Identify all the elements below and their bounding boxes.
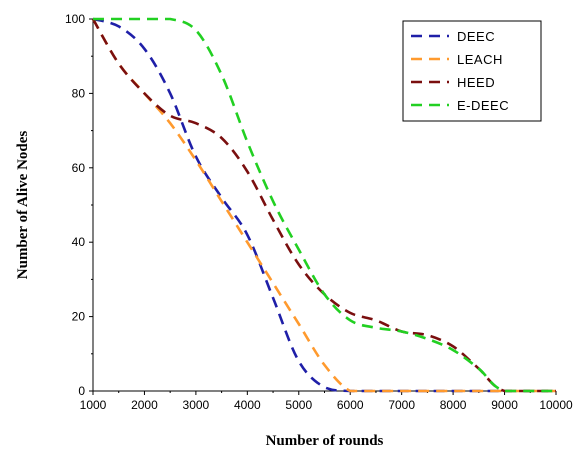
series-line-deec — [92, 17, 556, 393]
y-tick-label: 60 — [72, 161, 86, 175]
y-tick-label: 20 — [72, 310, 86, 324]
y-tick-label: 40 — [72, 235, 86, 249]
chart-series — [91, 17, 556, 393]
legend-label-heed: HEED — [457, 75, 495, 90]
chart-ticks: 1000 2000 3000 4000 5000 6000 7000 8000 9000 1000… — [65, 12, 573, 412]
y-tick-label: 0 — [78, 384, 85, 398]
x-tick-label: 9000 — [491, 398, 518, 412]
x-tick-label: 4000 — [234, 398, 261, 412]
x-tick-label: 6000 — [337, 398, 364, 412]
x-axis-title: Number of rounds — [266, 433, 384, 449]
chart-legend: DEEC LEACH HEED E-DEEC — [402, 20, 542, 122]
x-tick-label: 2000 — [131, 398, 158, 412]
y-tick-label: 100 — [65, 12, 85, 26]
x-tick-label: 5000 — [285, 398, 312, 412]
x-tick-label: 7000 — [388, 398, 415, 412]
x-tick-label: 10000 — [539, 398, 573, 412]
series-line-e-deec — [92, 17, 556, 393]
y-axis-title: Number of Alive Nodes — [15, 131, 31, 280]
series-line-leach — [91, 18, 556, 393]
legend-label-e-deec: E-DEEC — [457, 98, 509, 113]
x-tick-label: 3000 — [183, 398, 210, 412]
legend-label-leach: LEACH — [457, 52, 503, 67]
legend-label-deec: DEEC — [457, 29, 495, 44]
x-tick-label: 8000 — [440, 398, 467, 412]
x-tick-label: 1000 — [80, 398, 107, 412]
y-tick-label: 80 — [72, 86, 86, 100]
series-line-heed — [91, 18, 556, 393]
legend-box — [402, 20, 542, 122]
